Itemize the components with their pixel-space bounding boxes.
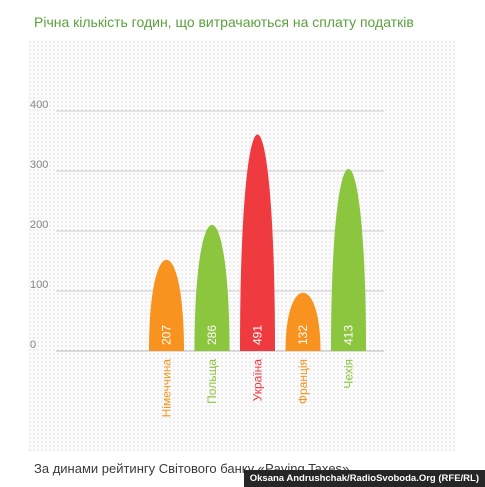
photo-credit: Oksana Andrushchak/RadioSvoboda.Org (RFE…: [243, 470, 485, 487]
category-label: Чехія: [342, 359, 356, 389]
bar-value-label: 207: [160, 325, 174, 345]
y-tick-label: 200: [30, 219, 48, 231]
y-tick-label: 100: [30, 279, 48, 291]
category-label: Франція: [296, 359, 310, 404]
bar-Франція: [285, 292, 321, 351]
y-tick-label: 300: [30, 159, 48, 171]
bar-Німеччина: [149, 259, 184, 351]
category-label: Польща: [205, 359, 219, 404]
bar-Чехія: [331, 168, 366, 351]
chart-title: Річна кількість годин, що витрачаються н…: [34, 14, 414, 30]
bar-value-label: 413: [342, 325, 356, 345]
bar-value-label: 132: [296, 325, 310, 345]
y-tick-label: 400: [30, 99, 48, 111]
category-label: Німеччина: [160, 359, 174, 418]
bar-value-label: 286: [205, 325, 219, 345]
bar-Польща: [194, 224, 230, 351]
bar-Україна: [240, 134, 275, 351]
bar-value-label: 491: [251, 325, 265, 345]
y-tick-label: 0: [30, 339, 36, 351]
category-label: Україна: [251, 359, 265, 402]
